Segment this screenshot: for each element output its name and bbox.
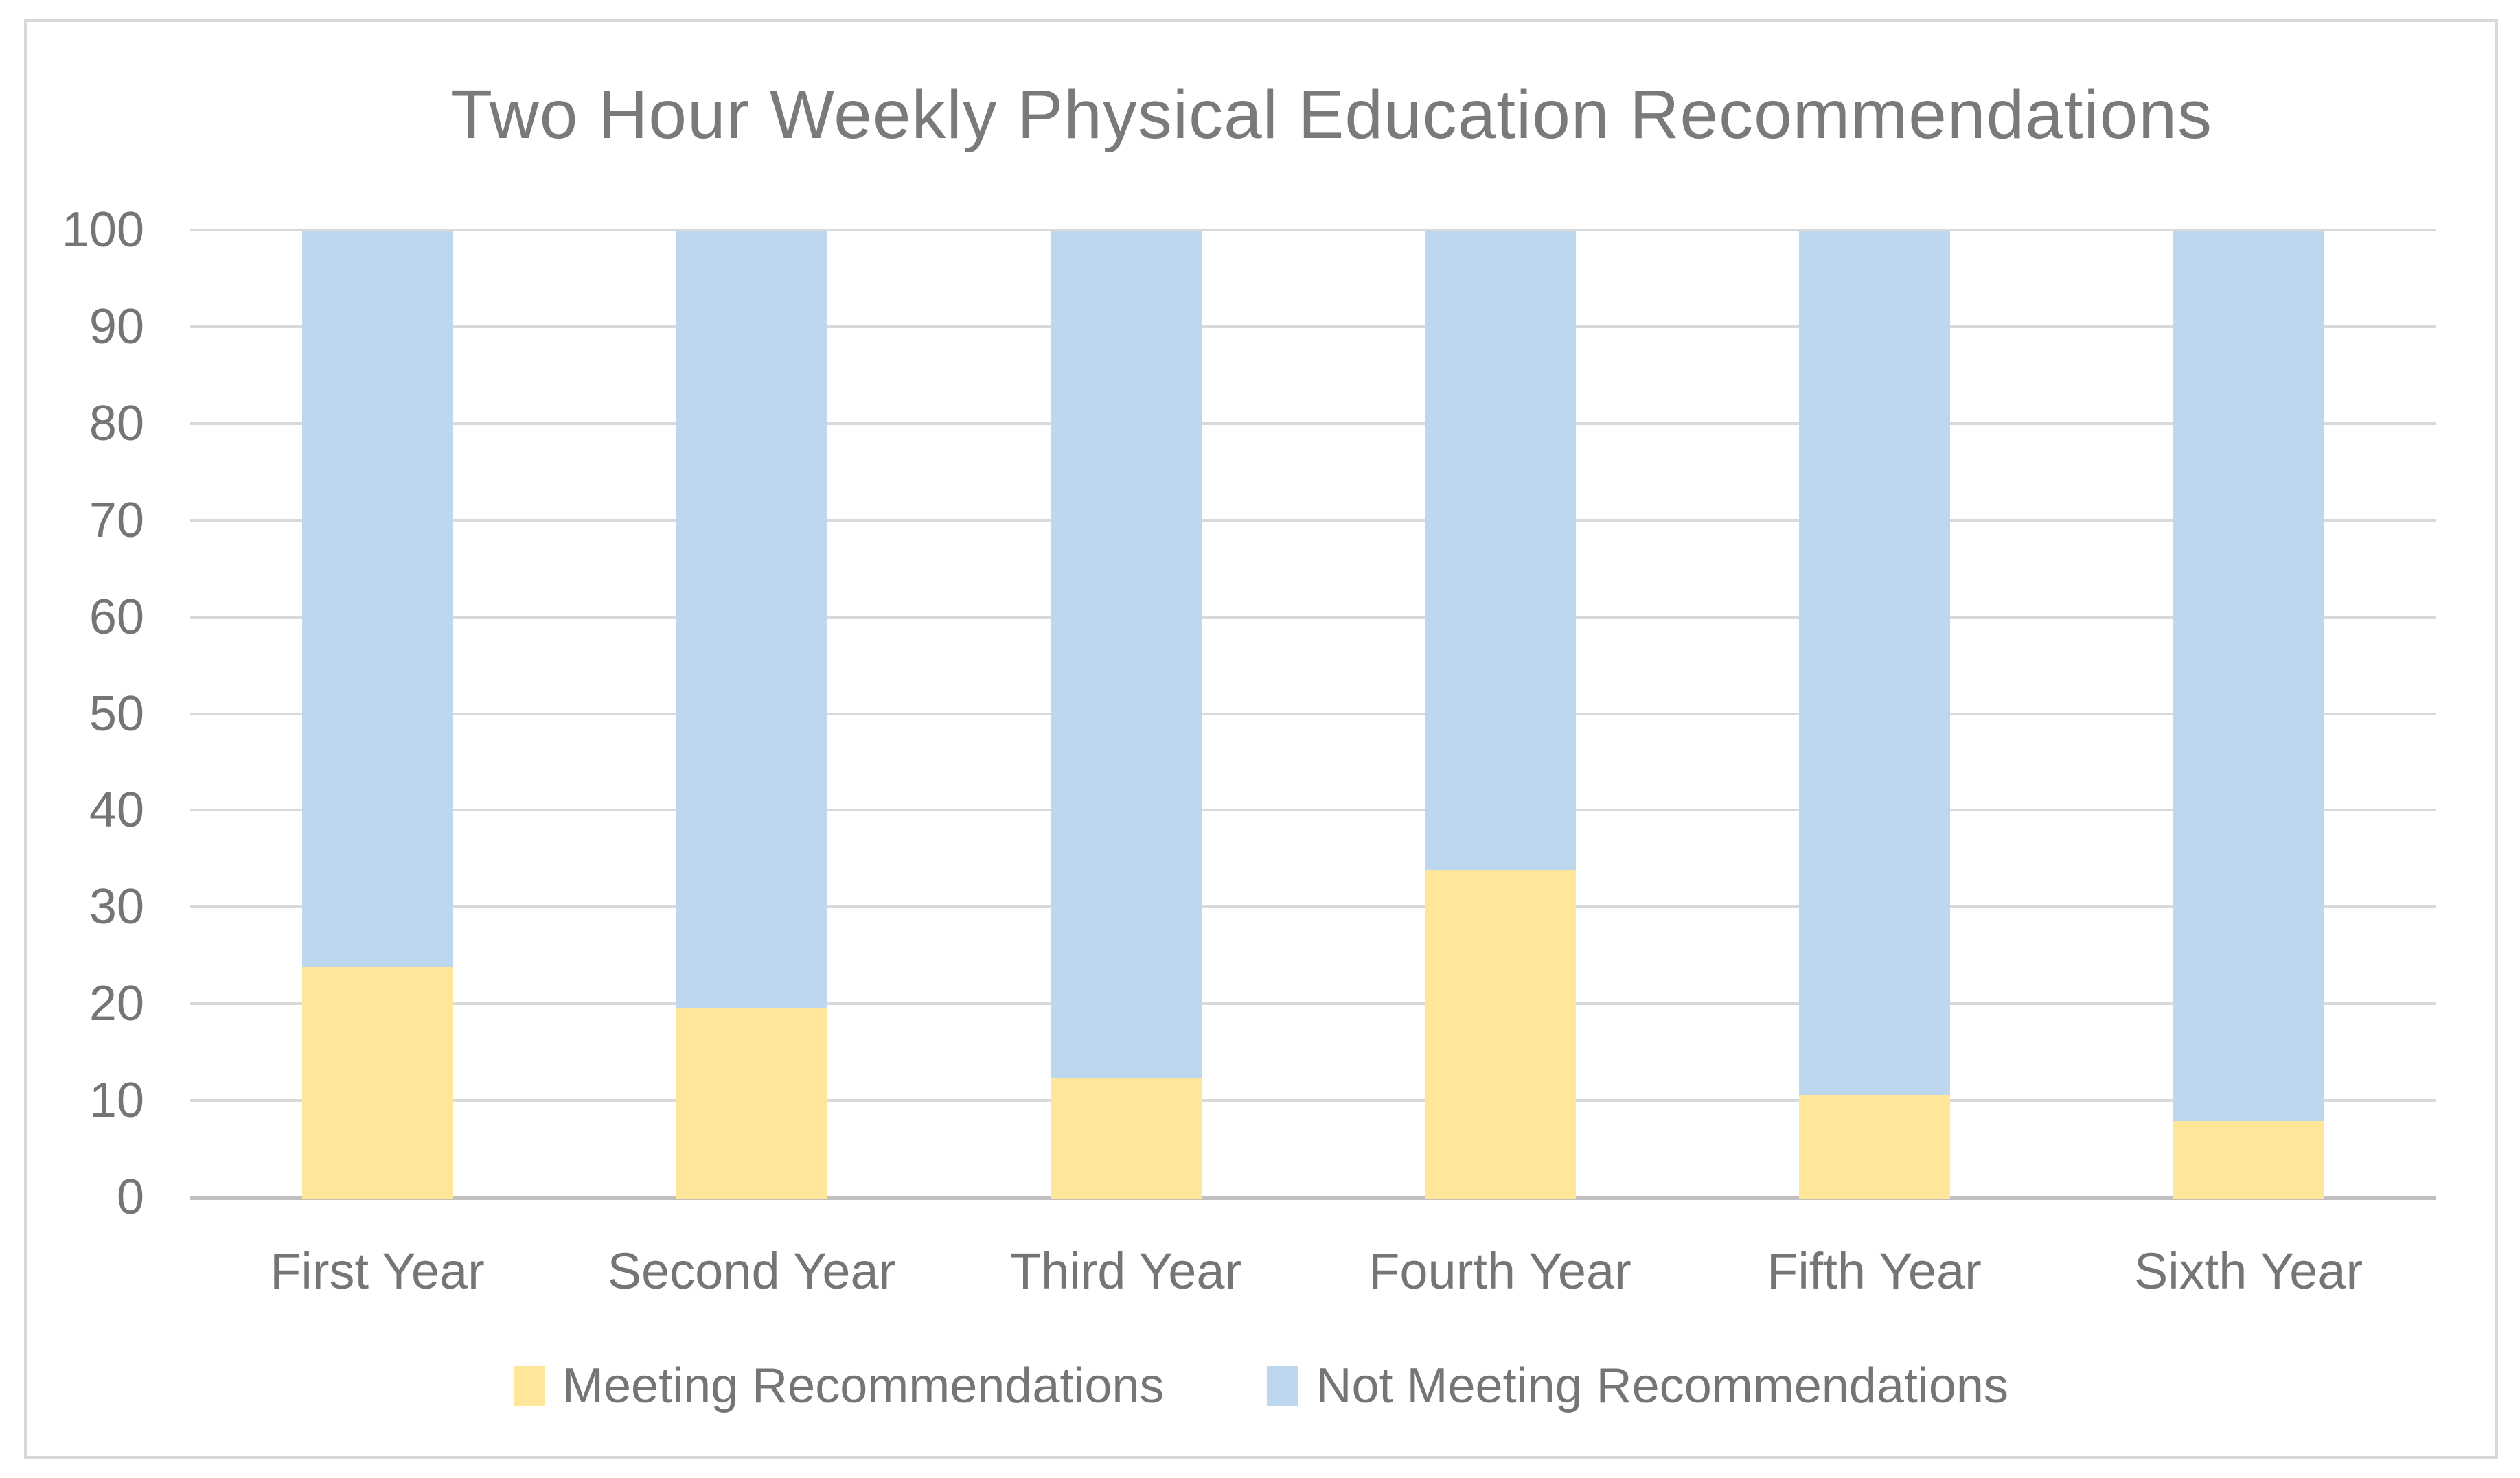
legend-item-not-meeting: Not Meeting Recommendations <box>1267 1358 2008 1414</box>
y-tick-label-10: 10 <box>89 1073 144 1129</box>
bar-meeting-5 <box>1798 1095 1950 1199</box>
bar-meeting-2 <box>676 1008 827 1199</box>
bar-not-meeting-6 <box>2173 231 2324 1122</box>
y-tick-label-50: 50 <box>89 686 144 741</box>
bar-not-meeting-4 <box>1424 231 1576 871</box>
bar-not-meeting-1 <box>301 231 453 967</box>
gridline-20 <box>190 1002 2436 1006</box>
gridline-100 <box>190 229 2436 231</box>
bar-meeting-4 <box>1424 870 1576 1199</box>
y-tick-label-100: 100 <box>61 203 144 257</box>
gridline-80 <box>190 422 2436 425</box>
gridline-60 <box>190 615 2436 619</box>
legend-item-meeting: Meeting Recommendations <box>514 1358 1164 1414</box>
bar-not-meeting-2 <box>676 231 827 1008</box>
legend: Meeting Recommendations Not Meeting Recom… <box>24 1358 2498 1414</box>
y-tick-label-40: 40 <box>89 783 144 838</box>
x-category-label-6: Sixth Year <box>2133 1243 2363 1300</box>
bar-not-meeting-5 <box>1798 231 1950 1096</box>
y-tick-label-30: 30 <box>89 879 144 935</box>
x-category-label-3: Third Year <box>1009 1243 1242 1300</box>
legend-label: Not Meeting Recommendations <box>1316 1359 2008 1413</box>
x-axis-line <box>190 1196 2436 1200</box>
gridline-50 <box>190 712 2436 715</box>
bar-not-meeting-3 <box>1050 231 1202 1078</box>
bar-meeting-3 <box>1050 1077 1202 1199</box>
y-tick-label-90: 90 <box>89 299 144 354</box>
y-tick-label-70: 70 <box>89 492 144 548</box>
y-tick-label-80: 80 <box>89 395 144 451</box>
gridline-90 <box>190 325 2436 328</box>
x-category-label-1: First Year <box>270 1243 485 1300</box>
x-category-label-4: Fourth Year <box>1368 1243 1631 1300</box>
gridline-70 <box>190 518 2436 522</box>
y-tick-label-20: 20 <box>89 976 144 1032</box>
legend-swatch-icon <box>514 1366 545 1406</box>
gridline-30 <box>190 905 2436 909</box>
y-tick-label-60: 60 <box>89 589 144 645</box>
bar-meeting-1 <box>301 966 453 1199</box>
gridline-10 <box>190 1099 2436 1102</box>
y-tick-label-0: 0 <box>116 1170 144 1225</box>
x-category-label-5: Fifth Year <box>1767 1243 1982 1300</box>
chart-title: Two Hour Weekly Physical Education Recom… <box>450 76 2212 153</box>
legend-label: Meeting Recommendations <box>562 1359 1165 1413</box>
gridline-40 <box>190 809 2436 812</box>
x-category-label-2: Second Year <box>607 1243 896 1300</box>
legend-swatch-icon <box>1267 1366 1298 1406</box>
bar-meeting-6 <box>2173 1121 2324 1199</box>
